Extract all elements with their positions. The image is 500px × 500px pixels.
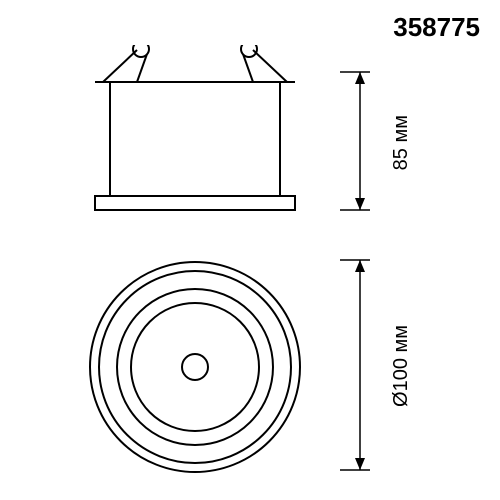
diameter-dimension (340, 255, 380, 475)
product-code: 358775 (393, 12, 480, 43)
side-view-svg (75, 45, 315, 220)
diameter-dim-svg (340, 255, 380, 475)
height-dim-svg (340, 70, 380, 215)
body-rect (110, 82, 280, 196)
height-dimension (340, 70, 380, 210)
bottom-plan-view (75, 255, 315, 480)
center-circle (182, 354, 208, 380)
right-clip (241, 45, 287, 82)
outer-ring-outer (90, 262, 300, 472)
middle-ring-inner (131, 303, 259, 431)
left-clip (103, 45, 149, 82)
height-label: 85 мм (390, 115, 413, 170)
bottom-rim (95, 196, 295, 210)
diameter-label: Ø100 мм (390, 325, 413, 407)
middle-ring-outer (117, 289, 273, 445)
outer-ring-inner (99, 271, 291, 463)
side-elevation-view (75, 45, 315, 215)
bottom-view-svg (75, 255, 315, 480)
